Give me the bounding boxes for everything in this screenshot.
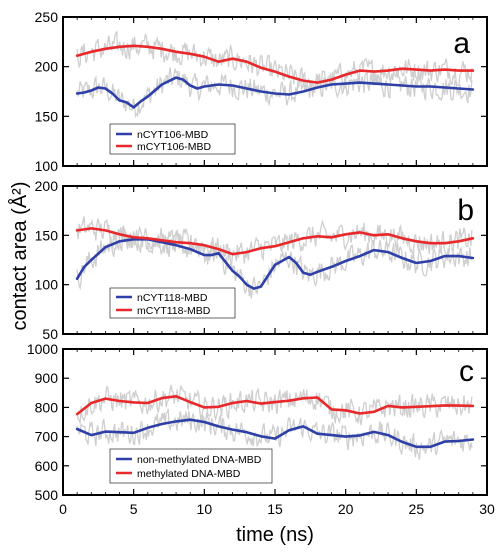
panel-b-legend-label-1: nCYT118-MBD xyxy=(137,292,208,304)
panel-b-legend-label-2: mCYT118-MBD xyxy=(137,305,211,317)
panel-c: 0 5 10 15 20 25 30 500 600 700 800 900 1000 c non-me… xyxy=(27,341,495,517)
panel-c-ticks: 0 5 10 15 20 25 30 500 600 700 800 900 1000 xyxy=(27,341,495,517)
panel-b-series-line-2 xyxy=(75,227,475,256)
panel-a-series-line-2 xyxy=(75,44,475,84)
panel-c-series-line-2 xyxy=(75,395,475,416)
x-tick-label: 20 xyxy=(338,501,354,517)
panel-a-series-line-1 xyxy=(75,76,475,109)
panel-a-legend-box xyxy=(109,123,236,155)
x-tick-label: 15 xyxy=(267,501,283,517)
panel-a: 100 150 200 250 a nCYT106-MBD mCYT106-MBD xyxy=(35,9,488,174)
panel-b-ticks: 50 100 150 200 xyxy=(35,178,488,342)
panel-b-legend-box xyxy=(109,287,236,319)
x-tick-label: 0 xyxy=(59,501,67,517)
panel-b-series-line-1 xyxy=(75,238,475,290)
panel-b: 50 100 150 200 b nCYT118-MBD mCYT118-MBD xyxy=(35,178,488,342)
panel-b-noise xyxy=(76,216,473,299)
panel-a-y-tick-label: 150 xyxy=(35,108,59,124)
panel-c-noise xyxy=(76,384,473,460)
x-tick-label: 10 xyxy=(197,501,213,517)
panel-a-y-tick-label: 250 xyxy=(35,9,59,25)
x-tick-label: 30 xyxy=(479,501,495,517)
x-tick-label: 25 xyxy=(409,501,425,517)
panel-c-series xyxy=(75,395,475,449)
panel-b-y-tick-label: 200 xyxy=(35,178,59,194)
panel-b-legend: nCYT118-MBD mCYT118-MBD xyxy=(109,287,236,319)
panel-c-y-tick-label: 700 xyxy=(35,429,59,445)
panel-c-letter: c xyxy=(459,355,474,388)
panel-c-legend-box xyxy=(109,448,273,484)
panel-c-legend-label-2: methylated DNA-MBD xyxy=(137,468,241,480)
panel-b-y-tick-label: 150 xyxy=(35,227,59,243)
y-axis-title: contact area (Å²) xyxy=(8,182,31,331)
panel-b-y-tick-label: 100 xyxy=(35,277,59,293)
panel-c-y-tick-label: 900 xyxy=(35,370,59,386)
x-tick-label: 5 xyxy=(130,501,138,517)
panel-c-series-line-1 xyxy=(75,418,475,449)
panel-a-ticks: 100 150 200 250 xyxy=(35,9,488,174)
x-axis-title: time (ns) xyxy=(236,524,314,546)
panel-a-raw-trace-2 xyxy=(76,30,473,92)
panel-b-raw-trace-1 xyxy=(76,228,473,299)
panel-c-legend: non-methylated DNA-MBD methylated DNA-MB… xyxy=(109,448,273,484)
panel-c-y-tick-label: 800 xyxy=(35,399,59,415)
panel-b-letter: b xyxy=(457,194,474,227)
panel-a-y-tick-label: 200 xyxy=(35,59,59,75)
panel-c-y-tick-label: 1000 xyxy=(27,341,58,357)
panel-a-letter: a xyxy=(453,27,470,60)
panel-c-y-tick-label: 600 xyxy=(35,458,59,474)
panel-a-legend-label-1: nCYT106-MBD xyxy=(137,129,209,141)
panel-a-raw-trace-1 xyxy=(76,67,473,119)
panel-c-legend-label-1: non-methylated DNA-MBD xyxy=(137,454,262,466)
panel-a-noise xyxy=(76,30,473,119)
panel-c-y-tick-label: 500 xyxy=(35,487,59,503)
panel-b-y-tick-label: 50 xyxy=(42,326,58,342)
panel-c-raw-trace-2 xyxy=(76,384,473,426)
panel-b-series xyxy=(75,227,475,290)
panel-a-legend: nCYT106-MBD mCYT106-MBD xyxy=(109,123,236,155)
panel-a-legend-label-2: mCYT106-MBD xyxy=(137,141,212,153)
panel-a-y-tick-label: 100 xyxy=(35,158,59,174)
panel-a-series xyxy=(75,44,475,109)
